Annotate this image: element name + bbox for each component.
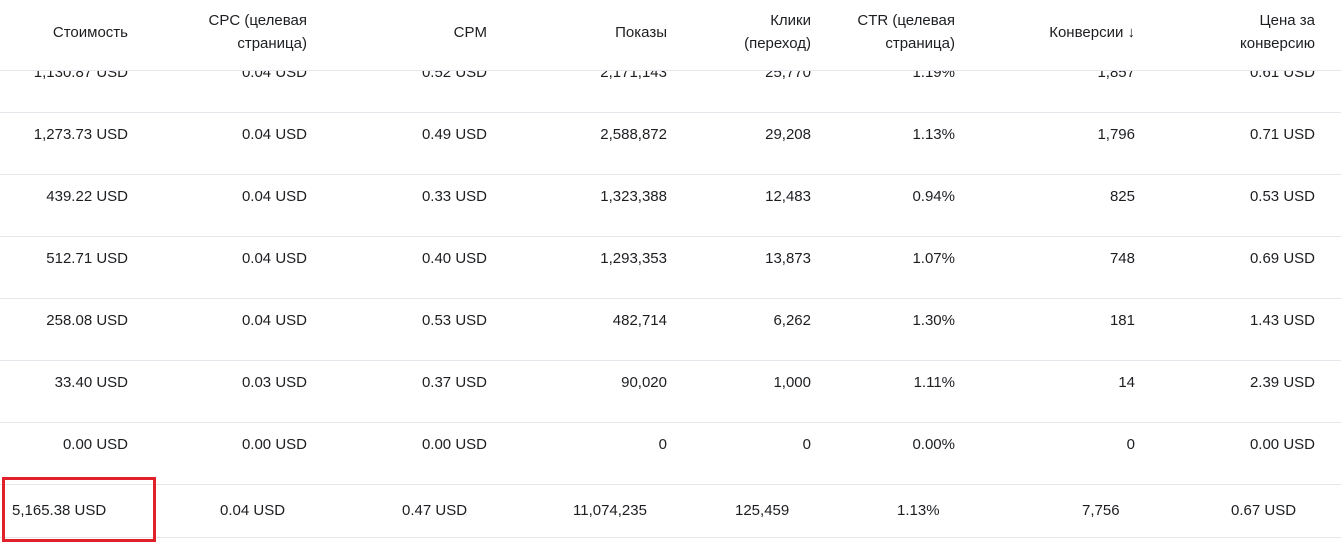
table-cell: 0.00% (912, 436, 955, 453)
table-cell: 90,020 (621, 374, 667, 391)
header-line: Цена за (1259, 12, 1315, 29)
table-cell: 1.07% (912, 250, 955, 267)
table-row: 439.22 USD 0.04 USD 0.33 USD 1,323,388 12,48… (0, 175, 1341, 237)
table-row: 1,273.73 USD 0.04 USD 0.49 USD 2,588,872 29,… (0, 113, 1341, 175)
table-cell: 29,208 (765, 126, 811, 143)
table-cell: 0 (1126, 436, 1135, 453)
table-cell: 0.00 USD (241, 436, 307, 453)
table-cell: 1,293,353 (600, 250, 667, 267)
table-cell: 512.71 USD (46, 250, 128, 267)
table-cell: 0.04 USD (241, 312, 307, 329)
table-cell: 0 (658, 436, 667, 453)
totals-cell: 0.67 USD (1231, 502, 1297, 519)
table-cell: 1,796 (1097, 126, 1135, 143)
table-cell: 482,714 (612, 312, 667, 329)
table-cell: 1,323,388 (600, 188, 667, 205)
header-line: Конверсии ↓ (1049, 23, 1135, 41)
table-cell: 1.43 USD (1249, 312, 1315, 329)
header-cell: Клики (переход) (744, 0, 811, 64)
totals-cell: 0.47 USD (402, 502, 468, 519)
header-line: Клики (770, 12, 811, 29)
table-cell: 0.00 USD (62, 436, 128, 453)
header-cell: CPM (454, 0, 487, 64)
header-line: CTR (целевая (857, 12, 955, 29)
table-cell: 2,588,872 (600, 126, 667, 143)
table-cell: 0.71 USD (1249, 126, 1315, 143)
table-header: Стоимость CPC (целевая страница) CPM Показы К… (0, 0, 1341, 71)
header-cell: CPC (целевая страница) (209, 0, 307, 64)
header-line: CPM (453, 23, 487, 41)
totals-cell: 1.13% (897, 502, 940, 519)
header-cell: Стоимость (53, 0, 128, 64)
header-line: конверсию (1240, 35, 1315, 52)
totals-cell: 5,165.38 USD (12, 502, 107, 519)
header-cell: Конверсии ↓ (1049, 0, 1135, 64)
table-cell: 1,000 (773, 374, 811, 391)
totals-cell: 7,756 (1082, 502, 1120, 519)
table-cell: 14 (1118, 374, 1135, 391)
table-cell: 0.49 USD (421, 126, 487, 143)
table-cell: 0.40 USD (421, 250, 487, 267)
table-cell: 0 (802, 436, 811, 453)
table-cell: 0.33 USD (421, 188, 487, 205)
header-cell: Цена за конверсию (1240, 0, 1315, 64)
totals-row: 5,165.38 USD 0.04 USD 0.47 USD 11,074,235 12… (0, 485, 1341, 538)
table-cell: 6,262 (773, 312, 811, 329)
header-line: Показы (615, 23, 667, 41)
table-cell: 0.03 USD (241, 374, 307, 391)
table-cell: 439.22 USD (46, 188, 128, 205)
table-cell: 0.53 USD (1249, 188, 1315, 205)
table-cell: 0.94% (912, 188, 955, 205)
table-cell: 0.04 USD (241, 250, 307, 267)
table-cell: 258.08 USD (46, 312, 128, 329)
header-line: (переход) (744, 35, 811, 52)
table-row: 33.40 USD 0.03 USD 0.37 USD 90,020 1,000 1.11… (0, 361, 1341, 423)
totals-cell: 0.04 USD (220, 502, 286, 519)
table-cell: 12,483 (765, 188, 811, 205)
highlight-box (2, 477, 156, 542)
header-line: CPC (целевая (208, 12, 307, 29)
totals-cell: 11,074,235 (573, 502, 647, 519)
table-cell: 0.69 USD (1249, 250, 1315, 267)
table-cell: 0.00 USD (421, 436, 487, 453)
table-cell: 1.13% (912, 126, 955, 143)
table-cell: 1,273.73 USD (33, 126, 128, 143)
table-cell: 2.39 USD (1249, 374, 1315, 391)
table-row: 258.08 USD 0.04 USD 0.53 USD 482,714 6,262 1.… (0, 299, 1341, 361)
header-cell: Показы (615, 0, 667, 64)
table-cell: 0.04 USD (241, 188, 307, 205)
totals-cell: 125,459 (735, 502, 790, 519)
header-line: страница) (237, 35, 307, 52)
table-cell: 13,873 (765, 250, 811, 267)
table-cell: 0.04 USD (241, 126, 307, 143)
table-cell: 181 (1109, 312, 1135, 329)
table-cell: 0.00 USD (1249, 436, 1315, 453)
table-row: 0.00 USD 0.00 USD 0.00 USD 0 0 0.00% 0 0.00 USD (0, 423, 1341, 485)
header-cell: CTR (целевая страница) (857, 0, 955, 64)
table-cell: 748 (1109, 250, 1135, 267)
table-cell: 1.11% (913, 374, 955, 391)
header-line: страница) (885, 35, 955, 52)
table-cell: 0.53 USD (421, 312, 487, 329)
table-row: 512.71 USD 0.04 USD 0.40 USD 1,293,353 13,87… (0, 237, 1341, 299)
table-cell: 33.40 USD (54, 374, 128, 391)
table-cell: 1.30% (912, 312, 955, 329)
table-cell: 0.37 USD (421, 374, 487, 391)
header-line: Стоимость (52, 23, 128, 41)
table-cell: 825 (1109, 188, 1135, 205)
